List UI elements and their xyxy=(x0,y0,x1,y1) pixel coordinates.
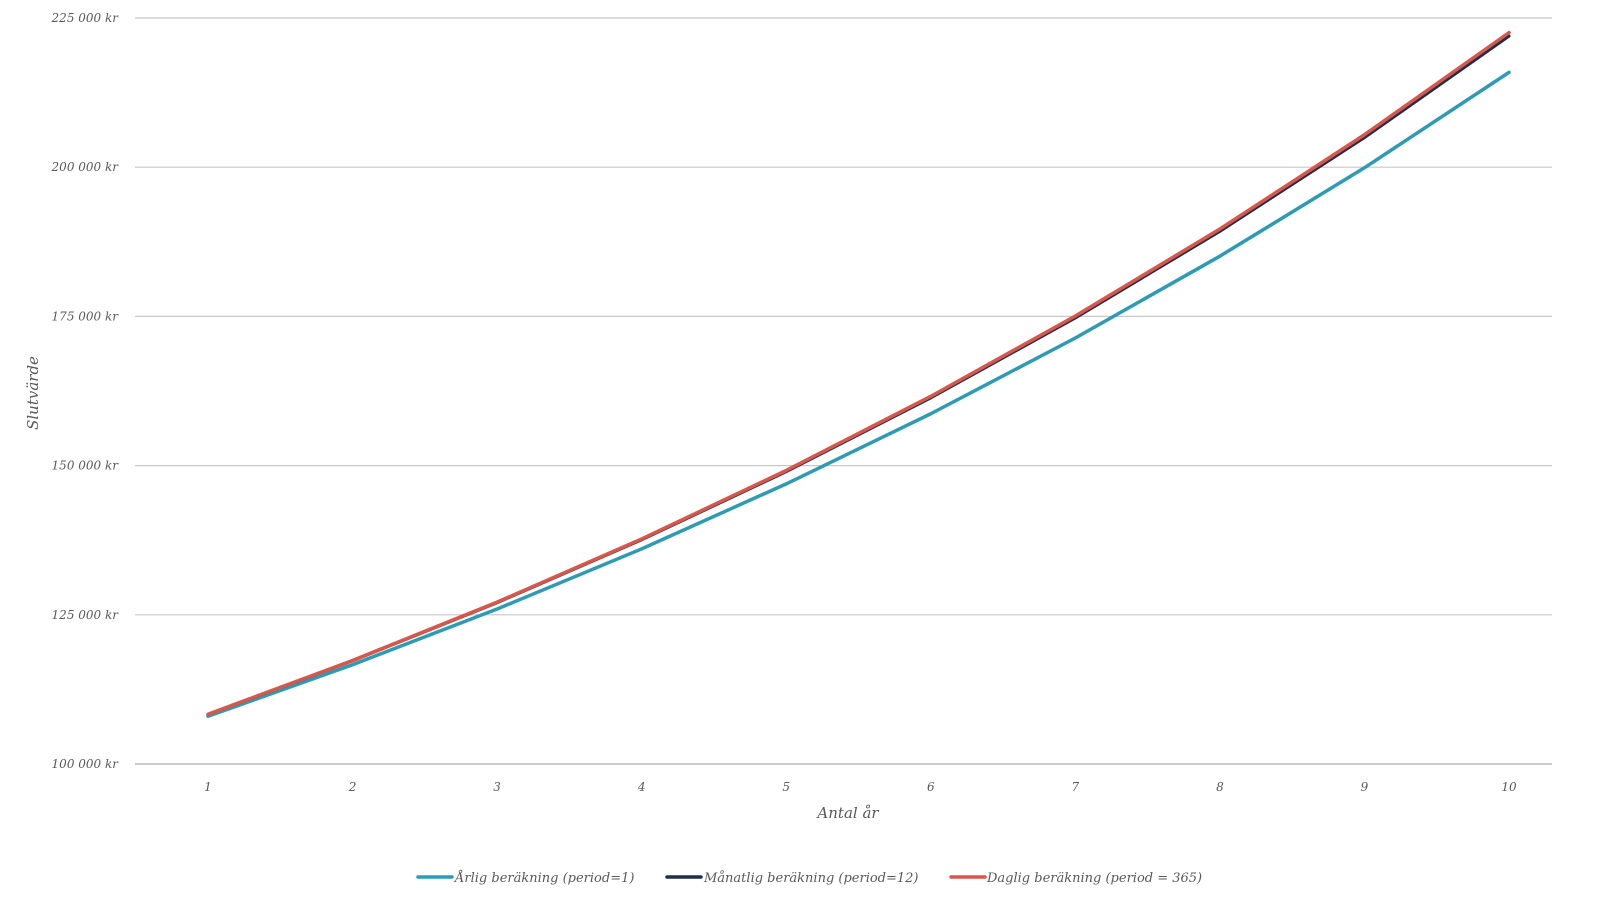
y-tick-label: 150 000 kr xyxy=(52,459,120,473)
x-tick-label: 5 xyxy=(782,780,790,794)
x-tick-label: 2 xyxy=(348,780,357,794)
x-tick-label: 1 xyxy=(204,780,212,794)
y-tick-label: 200 000 kr xyxy=(51,160,120,174)
series-line xyxy=(206,34,1511,716)
legend-item: Årlig beräkning (period=1) xyxy=(416,870,634,886)
legend-label: Daglig beräkning (period = 365) xyxy=(986,871,1202,886)
y-tick-label: 175 000 kr xyxy=(52,309,120,323)
legend-item: Månatlig beräkning (period=12) xyxy=(665,870,919,886)
series-line xyxy=(206,30,1511,717)
y-tick-label: 225 000 kr xyxy=(51,11,120,25)
legend-label: Årlig beräkning (period=1) xyxy=(453,870,634,886)
x-tick-label: 10 xyxy=(1501,780,1517,794)
y-tick-label: 125 000 kr xyxy=(52,608,120,622)
x-tick-label: 9 xyxy=(1361,780,1369,794)
y-tick-label: 100 000 kr xyxy=(52,757,120,771)
gridlines xyxy=(135,17,1552,765)
x-tick-label: 3 xyxy=(493,780,501,794)
x-tick-label: 4 xyxy=(637,780,646,794)
x-axis-title: Antal år xyxy=(815,804,879,822)
x-tick-label: 8 xyxy=(1216,780,1224,794)
x-tick-label: 7 xyxy=(1072,780,1080,794)
series-line xyxy=(206,70,1511,719)
legend-label: Månatlig beräkning (period=12) xyxy=(703,870,919,886)
legend-item: Daglig beräkning (period = 365) xyxy=(949,871,1202,886)
x-tick-label: 6 xyxy=(927,780,935,794)
y-axis-title: Slutvärde xyxy=(24,356,42,430)
